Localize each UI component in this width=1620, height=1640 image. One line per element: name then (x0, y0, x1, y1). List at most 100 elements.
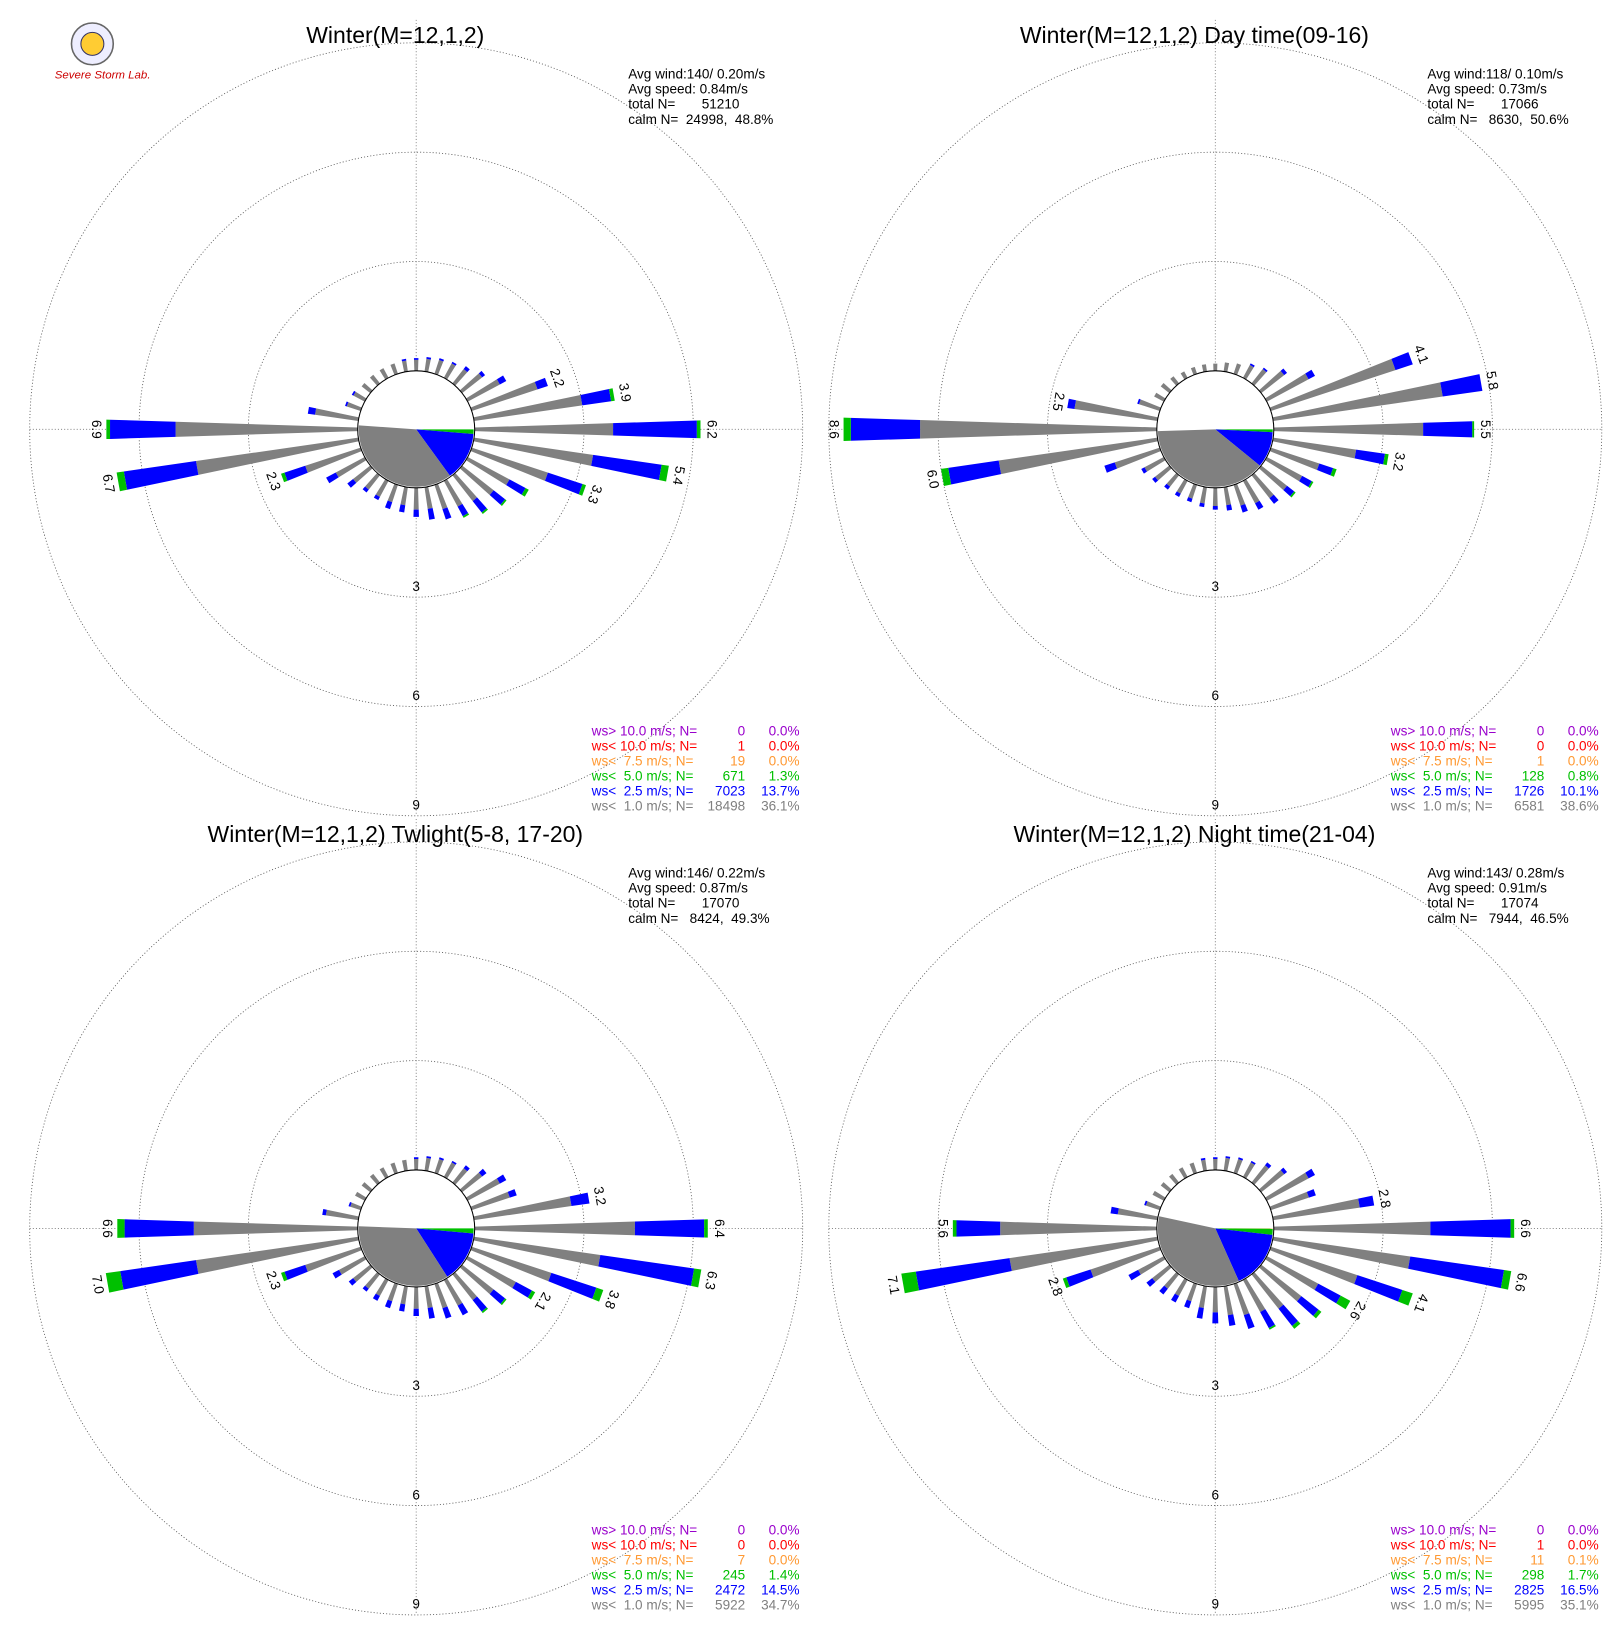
legend-count: 0 (738, 723, 746, 738)
bar-total-label: 2.6 (1347, 1299, 1369, 1323)
legend-percent: 38.6% (1560, 799, 1598, 814)
legend-count: 19 (730, 753, 745, 768)
bar-total-label: 2.5 (1050, 391, 1068, 412)
wind-bar-segment (280, 1271, 288, 1282)
wind-bar-segment (1138, 399, 1161, 412)
wind-bar-segment (1242, 1278, 1266, 1313)
wind-bar-segment (1188, 483, 1198, 499)
wind-bar-segment (1251, 472, 1274, 499)
ring-label: 3 (1212, 579, 1220, 594)
wind-bar-segment (353, 1264, 373, 1282)
wind-bar-segment (351, 390, 356, 396)
wind-bar-segment (424, 358, 431, 373)
wind-bar-segment (361, 383, 373, 394)
wind-bar-segment (1269, 494, 1279, 504)
legend-count: 128 (1522, 769, 1545, 784)
wind-bar-segment (915, 1258, 1012, 1291)
wind-bar-segment (424, 486, 433, 509)
wind-bar-segment (124, 1219, 194, 1238)
wind-bar-segment (373, 494, 380, 501)
wind-bar-segment (434, 1159, 444, 1175)
legend-label: ws> 10.0 m/s; N= (591, 1522, 698, 1537)
wind-bar-segment (478, 370, 486, 378)
wind-bar-segment (457, 1302, 469, 1316)
wind-bar-segment (1251, 369, 1267, 386)
legend-count: 1 (738, 738, 746, 753)
bar-total-label: 5.5 (1478, 420, 1493, 439)
legend-count: 5922 (715, 1598, 745, 1613)
wind-bar-segment (1164, 483, 1171, 490)
legend-count: 245 (723, 1568, 746, 1583)
wind-rose: 3 6 9 2.8 6.6 6.6 4.1 2.6 2.8 7.1 5.6 Winter(M=12,1… (828, 818, 1603, 1616)
legend-count: 7 (738, 1553, 746, 1568)
wind-bar-segment (1062, 1277, 1070, 1289)
wind-bar-segment (1212, 1286, 1218, 1313)
wind-bar-segment (1272, 1236, 1411, 1269)
wind-bar-segment (1152, 1190, 1166, 1201)
wind-bar-segment (1159, 1285, 1168, 1295)
wind-bar-segment (1066, 1269, 1094, 1287)
wind-bar-segment (940, 467, 952, 487)
wind-bar-segment (1258, 1170, 1285, 1193)
wind-bar-segment (920, 420, 1157, 439)
wind-bar-segment (348, 1201, 352, 1207)
legend-count: 0 (738, 1522, 746, 1537)
wind-bar-segment (1408, 1256, 1505, 1289)
ring-label: 3 (412, 1378, 420, 1393)
wind-bar-segment (305, 447, 362, 473)
wind-bar-segment (1269, 447, 1320, 470)
legend-percent: 14.5% (761, 1583, 799, 1598)
wind-bar-segment (106, 419, 111, 440)
legend-count: 1 (1537, 753, 1545, 768)
wind-bar-segment (1067, 398, 1076, 410)
wind-bar-segment (1354, 449, 1386, 465)
wind-bar-segment (375, 1278, 389, 1297)
ring-label: 3 (1212, 1378, 1220, 1393)
panel-title: Winter(M=12,1,2) Twlight(5-8, 17-20) (208, 821, 584, 847)
legend-count: 7023 (715, 784, 745, 799)
wind-bar-segment (1280, 368, 1288, 376)
pie-slice (1215, 429, 1273, 433)
wind-bar-segment (1510, 1219, 1515, 1238)
wind-bar-segment (353, 391, 367, 402)
wind-bar-segment (463, 366, 470, 373)
wind-bar-segment (443, 1278, 463, 1306)
legend-label: ws< 10.0 m/s; N= (1390, 1538, 1497, 1553)
wind-bar-segment (347, 479, 357, 488)
pie-slice (358, 1226, 448, 1286)
wind-bar-segment (1258, 370, 1285, 394)
wind-bar-segment (1233, 363, 1242, 376)
wind-bar-segment (365, 472, 381, 490)
wind-bar-segment (348, 1278, 357, 1286)
wind-bar-segment (442, 507, 452, 520)
ring-label: 9 (1212, 798, 1220, 813)
wind-bar-segment (1305, 1168, 1316, 1179)
wind-bar-segment (195, 1236, 359, 1274)
wind-bar-segment (1178, 1167, 1188, 1179)
wind-bar-segment (1242, 479, 1260, 504)
wind-bar-segment (117, 1219, 125, 1238)
wind-bar-segment (1251, 1272, 1284, 1309)
legend-percent: 0.0% (769, 738, 800, 753)
wind-bar-segment (472, 497, 487, 513)
wind-bar-segment (434, 359, 444, 376)
legend-count: 298 (1522, 1568, 1545, 1583)
wind-bar-segment (1273, 1221, 1431, 1236)
wind-bar-segment (1265, 456, 1303, 482)
stat-line: calm N= 24998, 48.8% (628, 112, 773, 127)
wind-bar-segment (175, 421, 358, 437)
wind-bar-segment (1212, 506, 1218, 510)
bar-total-label: 4.1 (1411, 1292, 1432, 1315)
wind-bar-segment (399, 504, 406, 513)
wind-bar-segment (362, 1285, 369, 1292)
wind-bar-segment (1269, 1246, 1358, 1284)
wind-bar-segment (1212, 1312, 1219, 1324)
wind-bar-segment (452, 472, 478, 502)
wind-bar-segment (413, 509, 419, 517)
bar-total-label: 6.6 (1512, 1272, 1530, 1293)
ring-label: 9 (412, 1597, 420, 1612)
wind-bar-segment (457, 503, 469, 517)
ring-label: 6 (1212, 1487, 1220, 1502)
wind-bar-segment (1308, 481, 1314, 488)
